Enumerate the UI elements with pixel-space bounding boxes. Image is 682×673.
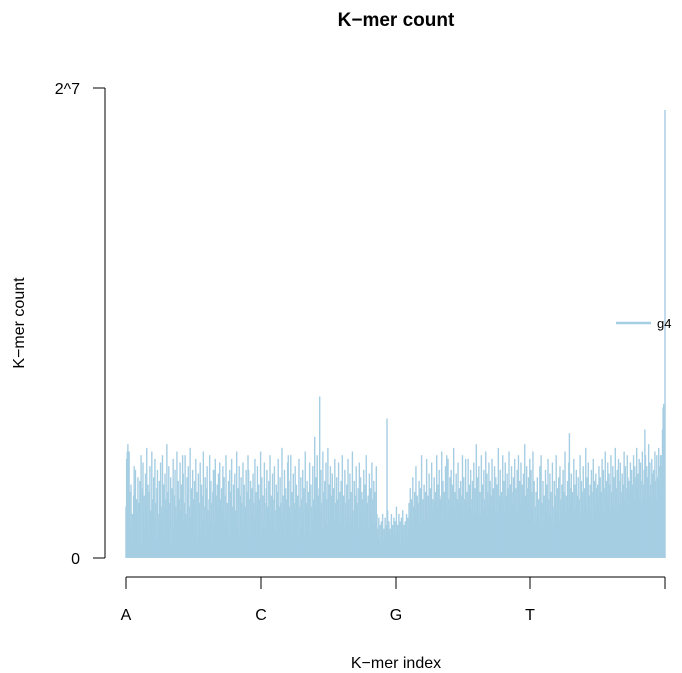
y-axis-label: K−mer count [11,277,28,369]
chart-title: K−mer count [338,10,455,31]
y-tick-label-max: 2^7 [55,81,80,98]
x-axis-label: K−mer index [351,655,441,672]
legend-label-g4: g4 [657,316,671,331]
x-tick-label-a: A [121,607,132,624]
x-tick-label-c: C [255,607,267,624]
y-tick-label-0: 0 [71,551,80,568]
x-tick-label-t: T [525,607,535,624]
x-tick-label-g: G [390,607,402,624]
x-ticks [125,577,666,589]
bar-series-g4 [125,110,666,558]
